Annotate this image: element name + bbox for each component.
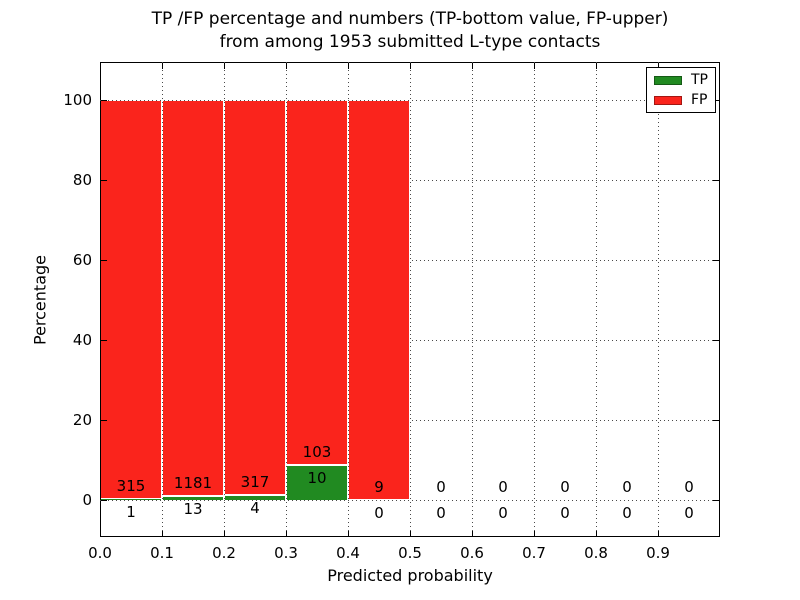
y-tick-label: 0 xyxy=(82,491,92,509)
y-axis-tick xyxy=(101,500,107,501)
chart-title: TP /FP percentage and numbers (TP-bottom… xyxy=(100,8,720,54)
tp-count-label: 10 xyxy=(307,468,327,487)
y-axis-tick xyxy=(101,340,107,341)
x-axis-label: Predicted probability xyxy=(327,566,493,585)
x-axis-tick-top xyxy=(596,63,597,69)
x-tick-label: 0.3 xyxy=(274,544,298,562)
x-axis-tick xyxy=(658,531,659,537)
gridline-vertical xyxy=(534,62,535,537)
fp-count-label: 317 xyxy=(240,473,270,491)
tp-count-label: 0 xyxy=(622,504,632,522)
gridline-horizontal xyxy=(100,500,720,501)
gridline-vertical xyxy=(224,62,225,537)
y-axis-tick-right xyxy=(713,100,719,101)
gridline-vertical xyxy=(348,62,349,537)
x-axis-tick xyxy=(472,531,473,537)
tp-count-label: 0 xyxy=(374,504,384,522)
y-tick-label: 60 xyxy=(72,251,92,269)
x-tick-label: 0.0 xyxy=(88,544,112,562)
x-axis-tick xyxy=(348,531,349,537)
gridline-vertical xyxy=(472,62,473,537)
fp-count-label: 0 xyxy=(436,478,446,496)
y-axis-tick-right xyxy=(713,500,719,501)
fp-count-label: 0 xyxy=(498,478,508,496)
x-axis-tick-top xyxy=(162,63,163,69)
tp-swatch-icon xyxy=(654,75,682,85)
bar-fp-segment xyxy=(286,100,348,465)
fp-count-label: 315 xyxy=(116,476,146,495)
fp-count-label: 9 xyxy=(374,478,384,496)
y-axis-tick xyxy=(101,260,107,261)
y-axis-tick-right xyxy=(713,180,719,181)
y-axis-tick xyxy=(101,420,107,421)
fp-count-label: 0 xyxy=(684,478,694,496)
fp-swatch-icon xyxy=(654,95,682,105)
fp-count-label: 0 xyxy=(622,478,632,496)
legend-row-fp: FP xyxy=(654,93,708,107)
x-axis-tick-top xyxy=(286,63,287,69)
tp-count-label: 13 xyxy=(183,499,203,518)
fp-count-label: 1181 xyxy=(173,473,213,492)
x-tick-label: 0.5 xyxy=(398,544,422,562)
x-tick-label: 0.7 xyxy=(522,544,546,562)
y-axis-tick-right xyxy=(713,260,719,261)
gridline-vertical xyxy=(410,62,411,537)
x-tick-label: 0.1 xyxy=(150,544,174,562)
tp-count-label: 0 xyxy=(436,504,446,522)
x-axis-tick-top xyxy=(224,63,225,69)
x-axis-tick xyxy=(100,531,101,537)
legend: TP FP xyxy=(646,67,716,113)
fp-count-label: 103 xyxy=(302,442,332,461)
legend-label-fp: FP xyxy=(691,92,708,108)
x-axis-tick-top xyxy=(472,63,473,69)
tp-count-label: 0 xyxy=(498,504,508,522)
x-tick-label: 0.8 xyxy=(584,544,608,562)
y-axis-tick-right xyxy=(713,420,719,421)
y-axis-tick xyxy=(101,180,107,181)
x-axis-tick-top xyxy=(658,63,659,69)
x-axis-tick-top xyxy=(100,63,101,69)
x-tick-label: 0.6 xyxy=(460,544,484,562)
tp-count-label: 0 xyxy=(560,504,570,522)
tp-count-label: 4 xyxy=(250,499,260,517)
y-axis-label: Percentage xyxy=(30,254,50,346)
x-axis-tick-top xyxy=(534,63,535,69)
fp-count-label: 0 xyxy=(560,478,570,496)
x-tick-label: 0.2 xyxy=(212,544,236,562)
tp-count-label: 1 xyxy=(126,502,136,521)
gridline-horizontal xyxy=(100,100,720,101)
chart-title-line2: from among 1953 submitted L-type contact… xyxy=(219,32,601,52)
x-axis-tick-top xyxy=(348,63,349,69)
x-axis-tick xyxy=(596,531,597,537)
x-axis-tick xyxy=(410,531,411,537)
chart-title-line1: TP /FP percentage and numbers (TP-bottom… xyxy=(151,9,669,29)
y-tick-label: 80 xyxy=(72,171,92,189)
x-axis-tick xyxy=(534,531,535,537)
x-axis-tick xyxy=(286,531,287,537)
x-axis-tick-top xyxy=(410,63,411,69)
y-tick-label: 40 xyxy=(72,331,92,349)
gridline-vertical xyxy=(286,62,287,537)
x-axis-tick xyxy=(224,531,225,537)
x-tick-label: 0.9 xyxy=(646,544,670,562)
bar-fp-segment xyxy=(162,100,224,496)
y-axis-tick-right xyxy=(713,340,719,341)
y-axis-tick xyxy=(101,100,107,101)
gridline-vertical xyxy=(596,62,597,537)
gridline-vertical xyxy=(162,62,163,537)
legend-row-tp: TP xyxy=(654,73,708,87)
legend-label-tp: TP xyxy=(691,72,708,88)
y-tick-label: 100 xyxy=(63,91,92,109)
tp-count-label: 0 xyxy=(684,504,694,522)
y-tick-label: 20 xyxy=(72,411,92,429)
x-tick-label: 0.4 xyxy=(336,544,360,562)
gridline-vertical xyxy=(658,62,659,537)
x-axis-tick xyxy=(162,531,163,537)
